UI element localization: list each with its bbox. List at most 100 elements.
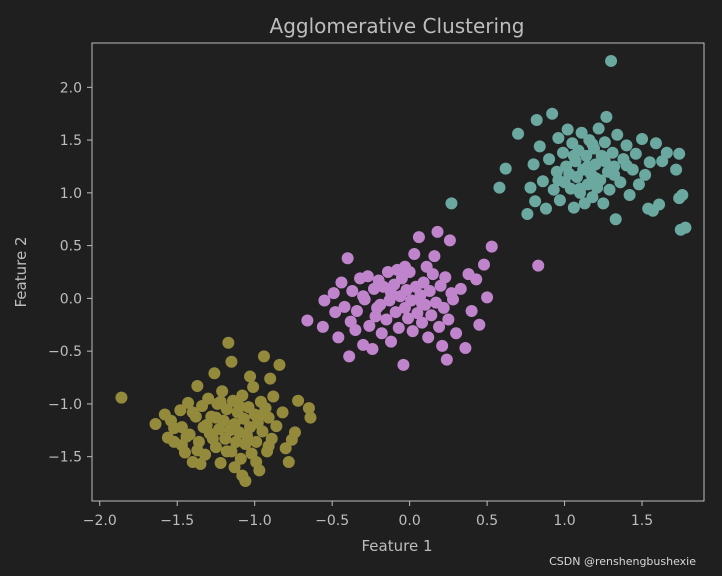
data-point	[530, 114, 543, 127]
data-point	[288, 426, 301, 439]
data-point	[673, 147, 686, 160]
data-point	[485, 240, 498, 253]
data-point	[237, 412, 250, 425]
data-point	[436, 339, 449, 352]
data-point	[304, 411, 317, 424]
data-point	[371, 301, 384, 314]
data-point	[273, 358, 286, 371]
data-point	[557, 146, 570, 159]
y-tick-label: −1.5	[48, 450, 82, 466]
data-point	[431, 225, 444, 238]
data-point	[552, 174, 565, 187]
data-point	[632, 178, 645, 191]
watermark: CSDN @renshengbushexie	[549, 555, 696, 568]
data-point	[425, 309, 438, 322]
x-tick-label: −0.5	[315, 513, 349, 529]
data-point	[450, 327, 463, 340]
data-point	[422, 331, 435, 344]
data-point	[649, 137, 662, 150]
data-point	[481, 291, 494, 304]
data-point	[642, 202, 655, 215]
data-point	[611, 128, 624, 141]
data-point	[338, 300, 351, 313]
data-point	[380, 313, 393, 326]
data-point	[257, 350, 270, 363]
data-point	[443, 234, 456, 247]
axes-layer	[91, 42, 705, 502]
y-tick-label: 2.0	[60, 80, 82, 96]
data-point	[316, 320, 329, 333]
data-point	[385, 287, 398, 300]
data-point	[670, 163, 683, 176]
data-point	[234, 452, 247, 465]
data-point	[445, 197, 458, 210]
data-point	[608, 168, 621, 181]
data-point	[262, 440, 275, 453]
x-tick-label: 1.5	[631, 513, 653, 529]
series-2	[301, 225, 545, 371]
data-point	[214, 457, 227, 470]
data-point	[236, 469, 249, 482]
data-point	[220, 445, 233, 458]
data-point	[567, 201, 580, 214]
data-point	[247, 381, 260, 394]
data-point	[521, 207, 534, 220]
data-point	[660, 146, 673, 159]
y-tick-label: −1.0	[48, 397, 82, 413]
data-point	[598, 136, 611, 149]
data-point	[592, 122, 605, 135]
data-point	[149, 417, 162, 430]
data-point	[597, 197, 610, 210]
data-point	[402, 312, 415, 325]
x-tick-label: 0.5	[476, 513, 498, 529]
data-point	[182, 396, 195, 409]
data-point	[363, 319, 376, 332]
data-point	[233, 400, 246, 413]
points-layer	[115, 54, 692, 487]
data-point	[397, 358, 410, 371]
data-point	[643, 156, 656, 169]
data-point	[228, 461, 241, 474]
data-point	[406, 325, 419, 338]
data-point	[423, 285, 436, 297]
data-point	[552, 131, 565, 144]
data-point	[186, 406, 199, 419]
data-point	[244, 370, 257, 383]
data-point	[250, 455, 263, 468]
data-point	[194, 458, 207, 471]
data-point	[620, 139, 633, 152]
data-point	[676, 188, 689, 201]
data-point	[608, 160, 621, 173]
x-tick-label: −1.0	[238, 513, 272, 529]
data-point	[598, 155, 611, 168]
data-point	[405, 294, 418, 307]
data-point	[527, 158, 540, 171]
data-point	[279, 442, 292, 455]
data-point	[623, 188, 636, 201]
data-point	[329, 306, 342, 319]
data-point	[302, 402, 315, 415]
data-point	[493, 181, 506, 194]
data-point	[470, 273, 483, 286]
data-point	[206, 432, 219, 445]
data-point	[653, 198, 666, 211]
y-tick-label: 1.0	[60, 186, 82, 202]
data-point	[433, 320, 446, 333]
data-point	[222, 336, 235, 349]
data-point	[465, 305, 478, 318]
data-point	[400, 283, 413, 296]
x-axis-label: Feature 1	[362, 537, 433, 555]
data-point	[581, 160, 594, 173]
data-point	[416, 316, 429, 329]
data-point	[426, 268, 439, 281]
chart-title: Agglomerative Clustering	[270, 14, 525, 38]
data-point	[318, 294, 331, 307]
data-point	[343, 350, 356, 363]
data-point	[191, 444, 204, 457]
data-point	[547, 183, 560, 196]
data-point	[589, 172, 602, 185]
x-tick-label: −2.0	[83, 513, 117, 529]
data-point	[529, 195, 542, 208]
data-point	[445, 287, 458, 300]
